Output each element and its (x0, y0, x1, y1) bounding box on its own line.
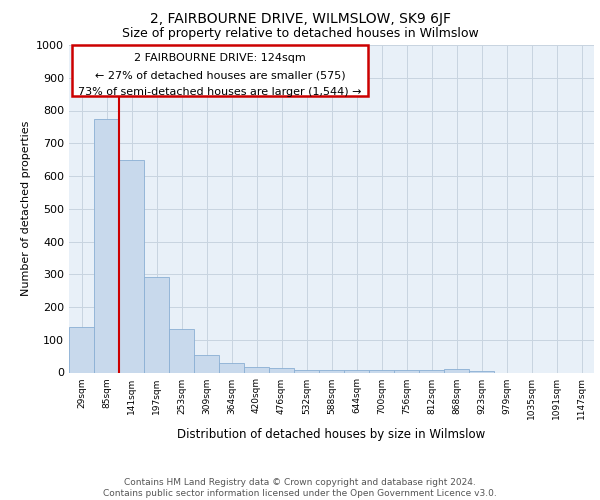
FancyBboxPatch shape (71, 45, 368, 96)
Bar (294, 370, 319, 372)
Bar (394, 370, 419, 372)
Text: 2, FAIRBOURNE DRIVE, WILMSLOW, SK9 6JF: 2, FAIRBOURNE DRIVE, WILMSLOW, SK9 6JF (149, 12, 451, 26)
Text: Contains HM Land Registry data © Crown copyright and database right 2024.
Contai: Contains HM Land Registry data © Crown c… (103, 478, 497, 498)
Bar (319, 370, 344, 372)
Bar (69, 326, 94, 372)
Text: ← 27% of detached houses are smaller (575): ← 27% of detached houses are smaller (57… (95, 70, 345, 81)
Bar (119, 160, 144, 372)
Y-axis label: Number of detached properties: Number of detached properties (20, 121, 31, 296)
Bar (469, 371, 494, 372)
Bar (419, 370, 444, 372)
Bar (169, 329, 194, 372)
Bar (269, 368, 294, 372)
Bar (444, 368, 469, 372)
Text: 73% of semi-detached houses are larger (1,544) →: 73% of semi-detached houses are larger (… (78, 87, 362, 97)
Bar (344, 370, 369, 372)
X-axis label: Distribution of detached houses by size in Wilmslow: Distribution of detached houses by size … (178, 428, 485, 441)
Bar (144, 276, 169, 372)
Text: Size of property relative to detached houses in Wilmslow: Size of property relative to detached ho… (122, 28, 478, 40)
Text: 2 FAIRBOURNE DRIVE: 124sqm: 2 FAIRBOURNE DRIVE: 124sqm (134, 53, 306, 63)
Bar (194, 355, 219, 372)
Bar (244, 366, 269, 372)
Bar (219, 364, 244, 372)
Bar (94, 118, 119, 372)
Bar (369, 370, 394, 372)
